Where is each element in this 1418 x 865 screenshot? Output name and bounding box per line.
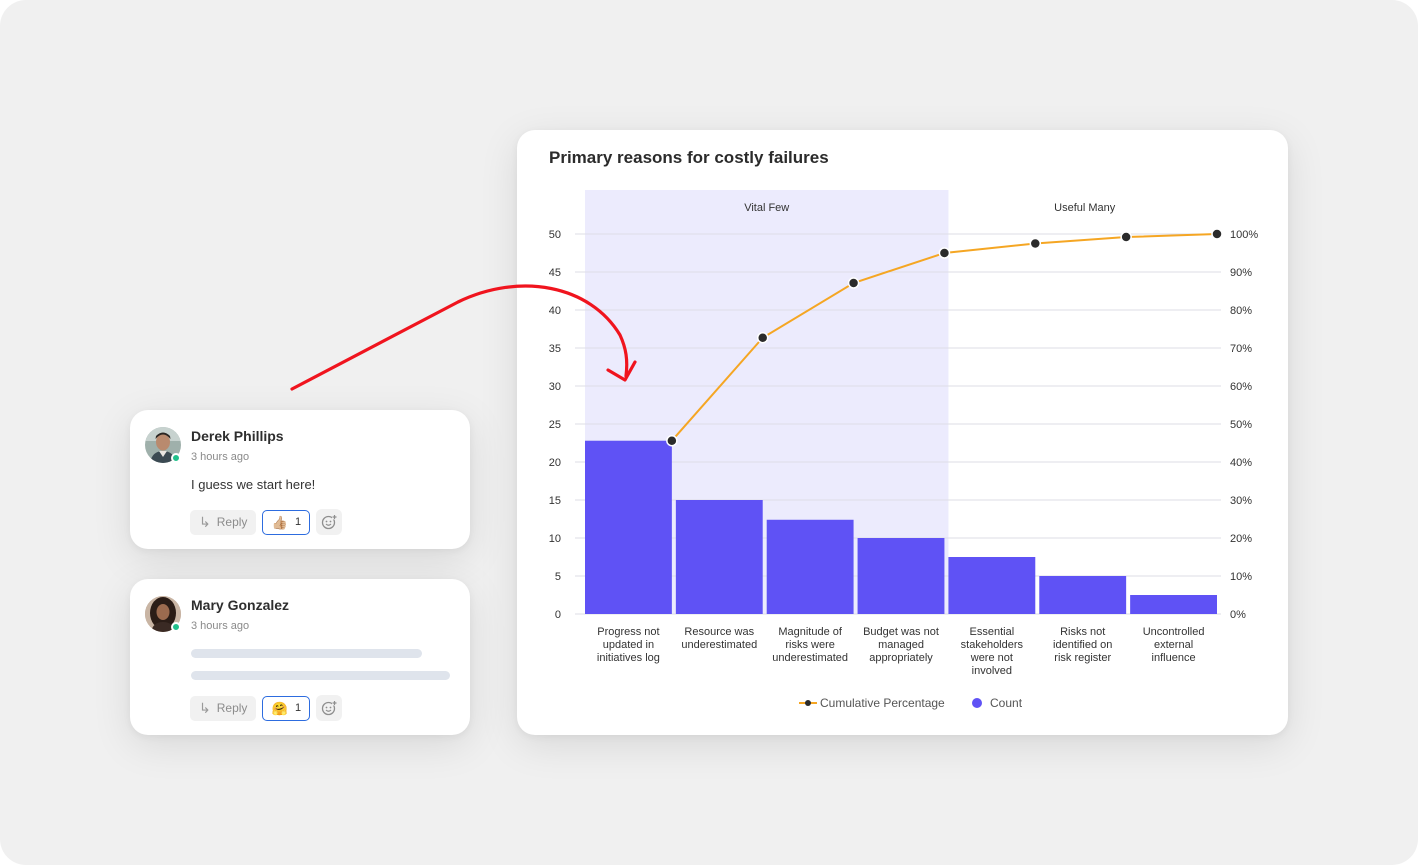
- reaction-button[interactable]: 👍🏼 1: [262, 509, 311, 535]
- y-right-tick-label: 50%: [1230, 419, 1252, 431]
- add-reaction-icon: [322, 514, 338, 530]
- y-right-tick-label: 30%: [1230, 495, 1252, 507]
- reply-arrow-icon: ↳: [199, 513, 211, 530]
- add-reaction-button[interactable]: [316, 695, 343, 721]
- x-tick-label: involved: [972, 665, 1012, 677]
- reply-button[interactable]: ↳ Reply: [190, 695, 257, 721]
- x-tick-label: Resource was: [684, 626, 754, 638]
- comment-timestamp: 3 hours ago: [191, 451, 250, 463]
- avatar[interactable]: [145, 596, 181, 632]
- y-left-tick-label: 5: [555, 571, 561, 583]
- comment-card: Mary Gonzalez 3 hours ago ↳ Reply 🤗 1: [130, 579, 470, 735]
- comment-card: Derek Phillips 3 hours ago I guess we st…: [130, 410, 470, 549]
- region-label: Useful Many: [1054, 202, 1116, 214]
- cumulative-point: [1029, 237, 1042, 250]
- cumulative-point: [847, 277, 860, 289]
- bar: [675, 500, 763, 614]
- x-tick-label: were not: [970, 652, 1013, 664]
- text-placeholder-line: [191, 671, 450, 680]
- comment-author: Mary Gonzalez: [191, 597, 290, 613]
- region-label: Vital Few: [744, 202, 789, 214]
- reaction-button[interactable]: 🤗 1: [262, 695, 311, 721]
- cumulative-point: [756, 331, 769, 344]
- reply-label: Reply: [216, 515, 248, 529]
- x-tick-label: Essential: [970, 626, 1015, 638]
- x-tick-label: initiatives log: [597, 652, 660, 664]
- hugging-face-icon: 🤗: [271, 700, 288, 716]
- x-tick-label: updated in: [603, 639, 654, 651]
- x-tick-label: appropriately: [869, 652, 933, 664]
- online-status-dot: [171, 453, 181, 463]
- thumbs-up-icon: 👍🏼: [271, 514, 288, 530]
- y-right-tick-label: 40%: [1230, 457, 1252, 469]
- chart-card: Vital Few Useful Many 0 5 10 15 20 25 30 35 40 45 50…: [517, 130, 1288, 735]
- y-left-tick-label: 10: [549, 533, 561, 545]
- reply-arrow-icon: ↳: [199, 699, 211, 716]
- y-left-tick-label: 30: [549, 381, 561, 393]
- x-tick-label: stakeholders: [961, 639, 1024, 651]
- x-tick-label: Magnitude of: [778, 626, 843, 638]
- y-right-tick-label: 10%: [1230, 571, 1252, 583]
- bar: [857, 538, 945, 614]
- comment-actions: ↳ Reply 👍🏼 1: [190, 509, 343, 535]
- y-left-tick-label: 20: [549, 457, 561, 469]
- reaction-count: 1: [294, 516, 302, 528]
- bar: [1130, 595, 1217, 614]
- avatar-photo: [145, 596, 181, 632]
- bar: [766, 519, 854, 614]
- bar: [1039, 576, 1127, 614]
- y-left-tick-label: 35: [549, 343, 561, 355]
- x-tick-label: Budget was not: [863, 626, 939, 638]
- y-left-tick-label: 45: [549, 267, 561, 279]
- y-left-tick-label: 0: [555, 609, 561, 621]
- x-tick-label: Uncontrolled: [1143, 626, 1205, 638]
- reply-button[interactable]: ↳ Reply: [190, 509, 257, 535]
- cumulative-point: [666, 434, 678, 447]
- y-left-tick-label: 15: [549, 495, 561, 507]
- y-left-tick-label: 25: [549, 419, 561, 431]
- text-placeholder-line: [191, 649, 422, 658]
- y-right-tick-label: 20%: [1230, 533, 1252, 545]
- x-tick-label: risks were: [785, 639, 835, 651]
- y-right-tick-label: 90%: [1230, 267, 1252, 279]
- x-tick-label: Progress not: [597, 626, 659, 638]
- y-right-tick-label: 80%: [1230, 305, 1252, 317]
- legend-label: Cumulative Percentage: [820, 696, 945, 710]
- reaction-count: 1: [294, 702, 302, 714]
- comment-author: Derek Phillips: [191, 428, 284, 444]
- cumulative-point: [1211, 228, 1223, 240]
- legend-line-marker: [805, 700, 811, 706]
- reply-label: Reply: [216, 701, 248, 715]
- x-tick-label: risk register: [1054, 652, 1111, 664]
- online-status-dot: [171, 622, 181, 632]
- comment-text: I guess we start here!: [191, 477, 316, 492]
- bar: [585, 440, 672, 614]
- x-tick-label: underestimated: [772, 652, 848, 664]
- x-tick-label: managed: [878, 639, 924, 651]
- cumulative-point: [938, 247, 951, 259]
- chart-title: Primary reasons for costly failures: [549, 148, 829, 167]
- x-tick-label: external: [1154, 639, 1193, 651]
- y-right-tick-label: 60%: [1230, 381, 1252, 393]
- y-right-tick-label: 70%: [1230, 343, 1252, 355]
- y-left-tick-label: 50: [549, 229, 561, 241]
- x-tick-label: underestimated: [681, 639, 757, 651]
- add-reaction-button[interactable]: [316, 509, 343, 535]
- add-reaction-icon: [322, 700, 338, 716]
- comment-actions: ↳ Reply 🤗 1: [190, 695, 343, 721]
- pareto-chart: Vital Few Useful Many 0 5 10 15 20 25 30 35 40 45 50…: [549, 190, 1258, 710]
- x-tick-label: identified on: [1053, 639, 1112, 651]
- x-tick-label: influence: [1152, 652, 1196, 664]
- comment-timestamp: 3 hours ago: [191, 620, 250, 632]
- y-right-tick-label: 100%: [1230, 229, 1258, 241]
- bar: [948, 557, 1036, 614]
- y-right-tick-label: 0%: [1230, 609, 1246, 621]
- legend-bar-swatch: [972, 698, 982, 708]
- x-tick-label: Risks not: [1060, 626, 1105, 638]
- legend-label: Count: [990, 696, 1023, 710]
- y-left-tick-label: 40: [549, 305, 561, 317]
- cumulative-point: [1120, 231, 1132, 243]
